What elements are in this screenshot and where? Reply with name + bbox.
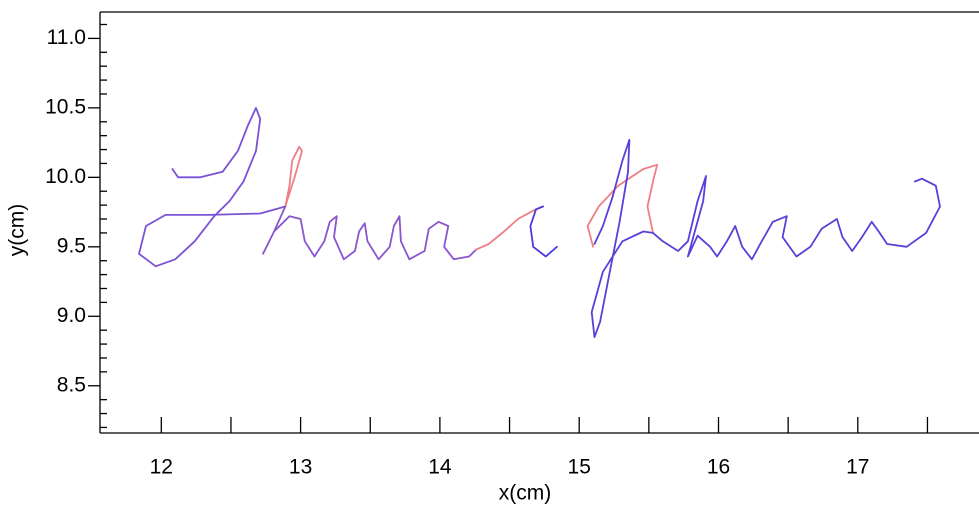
y-tick-label: 8.5: [57, 373, 86, 396]
x-tick-label: 17: [846, 456, 869, 479]
signature-stroke: [529, 205, 558, 258]
signature-stroke: [586, 163, 659, 248]
y-tick-label: 11.0: [47, 26, 86, 49]
x-tick-label: 16: [707, 456, 730, 479]
y-tick-label: 10.5: [45, 95, 86, 118]
x-tick-label: 14: [428, 456, 452, 479]
x-axis-label: x(cm): [499, 482, 551, 505]
x-tick-label: 12: [150, 456, 173, 479]
y-tick-label: 9.0: [57, 304, 86, 327]
x-tick-label: 13: [289, 456, 312, 479]
signature-stroke: [262, 205, 477, 261]
signature-stroke: [284, 145, 303, 208]
signature-stroke: [590, 138, 941, 338]
y-tick-label: 10.0: [45, 165, 86, 188]
y-axis-label: y(cm): [6, 204, 29, 256]
x-tick-label: 15: [568, 456, 591, 479]
y-tick-label: 9.5: [57, 234, 86, 257]
signature-stroke: [138, 107, 287, 268]
